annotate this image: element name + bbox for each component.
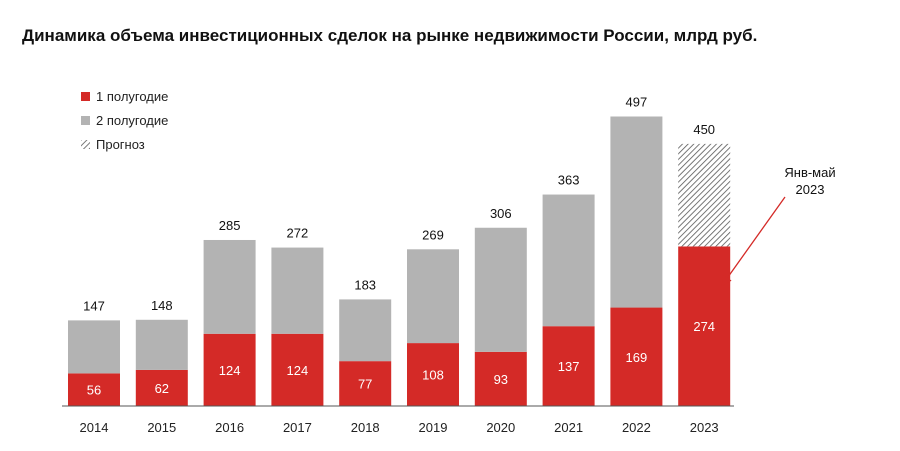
x-tick-label-2019: 2019 bbox=[419, 420, 448, 435]
chart-title: Динамика объема инвестиционных сделок на… bbox=[22, 26, 758, 45]
bar-h1-label-2023: 274 bbox=[693, 319, 715, 334]
bar-h1-label-2021: 137 bbox=[558, 359, 580, 374]
bar-h1-2022 bbox=[610, 307, 663, 406]
bar-h1-2023 bbox=[678, 246, 731, 406]
bar-h1-2019 bbox=[407, 343, 459, 406]
x-tick-label-2023: 2023 bbox=[690, 420, 719, 435]
x-tick-label-2020: 2020 bbox=[486, 420, 515, 435]
bar-h1-label-2019: 108 bbox=[422, 368, 444, 383]
bar-h2-2017 bbox=[271, 247, 324, 334]
bar-h2-2021 bbox=[542, 194, 595, 327]
legend-swatch-2 bbox=[81, 116, 90, 125]
bar-h1-label-2018: 77 bbox=[358, 377, 372, 392]
bar-h1-label-2020: 93 bbox=[494, 372, 508, 387]
bar-total-label-2023: 450 bbox=[693, 122, 715, 137]
bar-h2-2015 bbox=[135, 319, 188, 370]
legend-label-1: 1 полугодие bbox=[96, 89, 168, 104]
legend-swatch-1 bbox=[81, 92, 90, 101]
bar-total-label-2022: 497 bbox=[626, 94, 648, 109]
bar-h1-2017 bbox=[271, 333, 324, 406]
bar-total-label-2018: 183 bbox=[354, 277, 376, 292]
bar-total-label-2017: 272 bbox=[287, 226, 309, 241]
bar-h2-2018 bbox=[339, 299, 392, 362]
bar-h2-2022 bbox=[610, 116, 663, 308]
bar-forecast-2023 bbox=[678, 143, 731, 247]
annotation-arrow bbox=[721, 196, 786, 287]
legend-label-2: 2 полугодие bbox=[96, 113, 168, 128]
bar-h2-2019 bbox=[407, 249, 459, 344]
bar-h2-2016 bbox=[203, 239, 256, 334]
bar-total-label-2015: 148 bbox=[151, 298, 173, 313]
legend: 1 полугодие 2 полугодие Прогноз bbox=[81, 89, 168, 152]
bar-total-label-2021: 363 bbox=[558, 173, 580, 188]
x-tick-label-2021: 2021 bbox=[554, 420, 583, 435]
bar-h1-label-2016: 124 bbox=[219, 363, 241, 378]
bar-total-label-2016: 285 bbox=[219, 218, 241, 233]
bar-h1-label-2017: 124 bbox=[287, 363, 309, 378]
x-tick-label-2017: 2017 bbox=[283, 420, 312, 435]
bar-h1-label-2014: 56 bbox=[87, 383, 101, 398]
bar-h1-2015 bbox=[135, 369, 188, 406]
bar-h1-2020 bbox=[474, 351, 527, 406]
bar-total-label-2014: 147 bbox=[83, 298, 105, 313]
bar-h2-2020 bbox=[474, 227, 527, 352]
bar-h1-2021 bbox=[542, 326, 595, 406]
bar-h1-label-2015: 62 bbox=[155, 381, 169, 396]
bar-h1-label-2022: 169 bbox=[626, 350, 648, 365]
bar-h1-2014 bbox=[68, 373, 120, 406]
bar-h1-2018 bbox=[339, 361, 392, 406]
legend-swatch-3 bbox=[81, 140, 90, 149]
bar-h1-2016 bbox=[203, 333, 256, 406]
x-tick-label-2016: 2016 bbox=[215, 420, 244, 435]
bar-total-label-2020: 306 bbox=[490, 206, 512, 221]
bar-total-label-2019: 269 bbox=[422, 227, 444, 242]
annotation-line-2: 2023 bbox=[796, 182, 825, 197]
x-tick-label-2022: 2022 bbox=[622, 420, 651, 435]
bar-h2-2014 bbox=[68, 320, 120, 374]
x-tick-label-2015: 2015 bbox=[147, 420, 176, 435]
x-tick-label-2014: 2014 bbox=[80, 420, 109, 435]
legend-label-3: Прогноз bbox=[96, 137, 145, 152]
x-tick-label-2018: 2018 bbox=[351, 420, 380, 435]
annotation-line-1: Янв-май bbox=[784, 165, 835, 180]
annotation: Янв-май 2023 bbox=[721, 165, 836, 287]
bars: 56 147 2014 62 148 2015 124 285 2016 124 272 2017 77… bbox=[68, 94, 731, 435]
